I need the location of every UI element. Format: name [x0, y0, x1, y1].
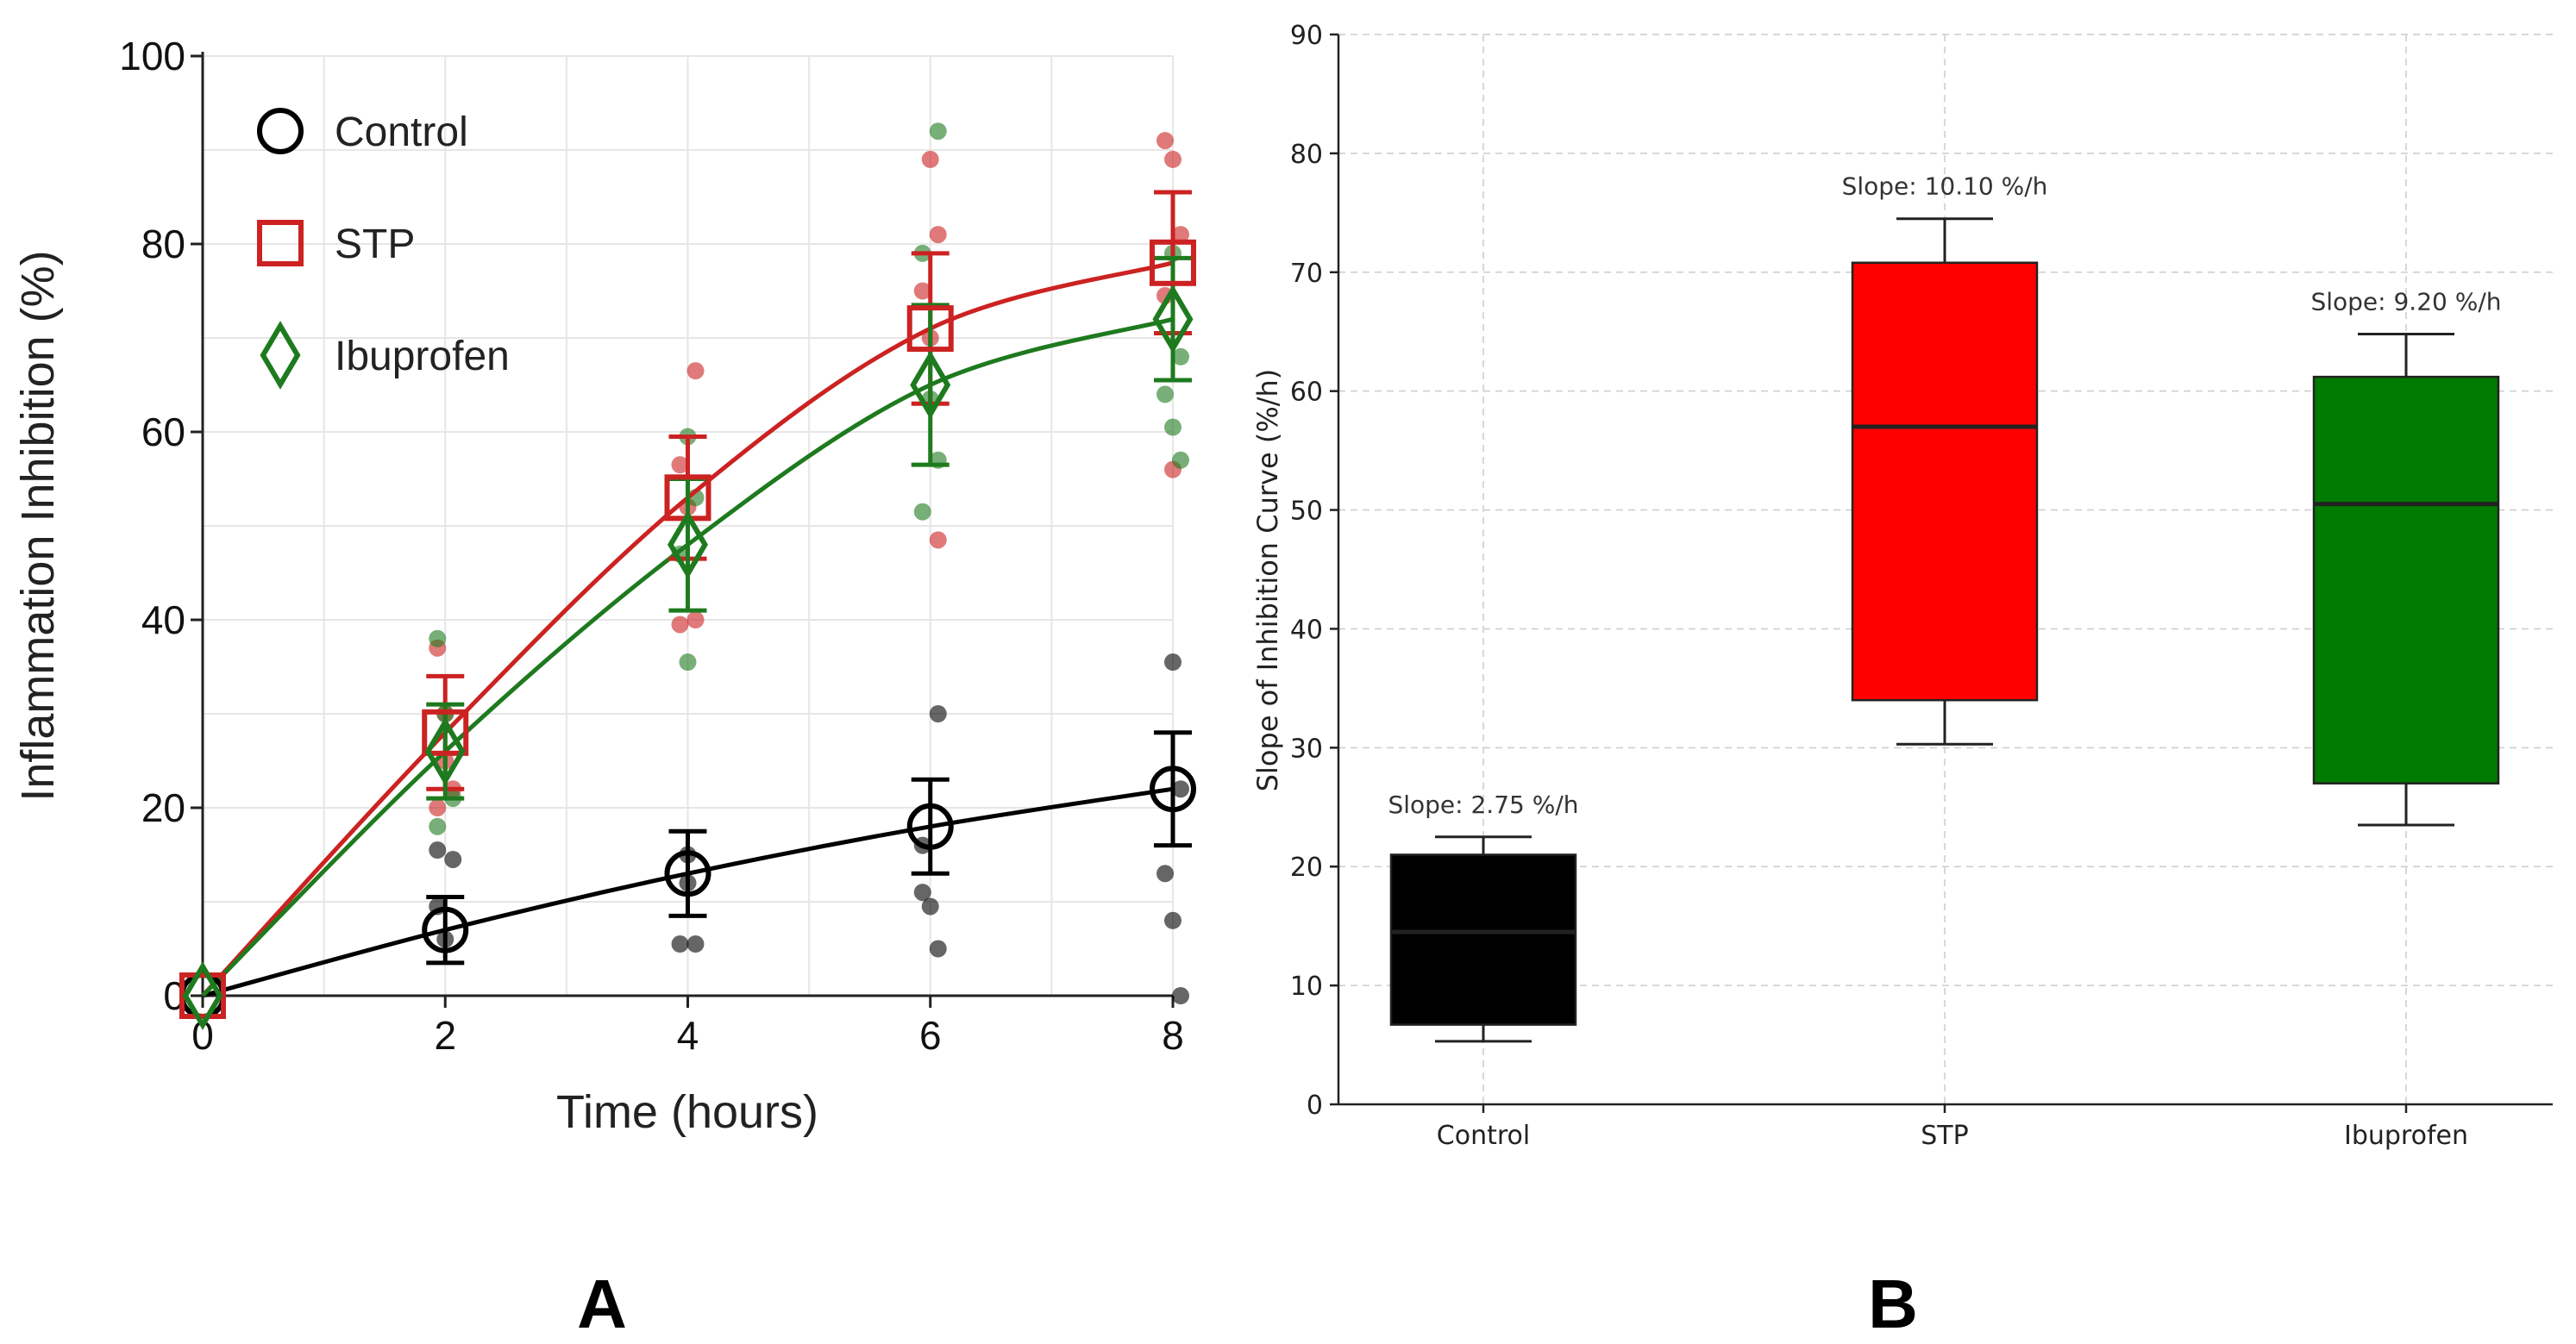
legend-marker-ibuprofen [260, 321, 301, 390]
legend-marker-stp [257, 220, 304, 266]
scatter-point-ibuprofen [1172, 451, 1189, 469]
mean-marker-ibuprofen [668, 509, 708, 579]
x-tick-label: Control [1437, 1121, 1530, 1151]
scatter-point-stp [686, 362, 705, 380]
slope-annotation-control: Slope: 2.75 %/h [1388, 791, 1578, 819]
mean-marker-stp [906, 305, 954, 353]
y-tick-label: 100 [119, 34, 185, 78]
scatter-point-stp [429, 799, 447, 816]
scatter-point-stp [671, 456, 689, 474]
panel-b-box-plot: 0 10 20 30 40 50 60 70 80 90 Control STP Ibuprofen S… [1251, 21, 2553, 1342]
mean-marker-control [906, 803, 954, 850]
scatter-point-control [929, 705, 947, 722]
y-tick-label: 40 [141, 597, 185, 642]
y-tick-label: 90 [1290, 21, 1323, 51]
panel-b-tick-labels: 0 10 20 30 40 50 60 70 80 90 Control STP Ibuprofen [1290, 21, 2468, 1151]
scatter-point-stp [921, 150, 939, 168]
mean-marker-ibuprofen [910, 350, 951, 420]
x-tick-label: Ibuprofen [2344, 1121, 2468, 1151]
scatter-point-stp [1172, 226, 1189, 244]
x-tick-label: 2 [434, 1013, 456, 1058]
y-tick-label: 50 [1290, 497, 1323, 527]
mean-marker-stp [179, 972, 226, 1019]
panel-a-x-axis-label: Time (hours) [556, 1086, 818, 1138]
scatter-point-ibuprofen [1164, 418, 1181, 436]
scatter-point-ibuprofen [1156, 385, 1174, 403]
x-tick-label: 4 [677, 1013, 699, 1058]
mean-marker-control [1150, 766, 1196, 813]
panel-a-label: A [577, 1266, 627, 1342]
mean-marker-ibuprofen [182, 961, 223, 1030]
scatter-point-stp [929, 226, 947, 244]
panel-a-y-axis-label: Inflammation Inhibition (%) [12, 250, 64, 801]
scatter-point-control [1172, 987, 1189, 1004]
scatter-point-ibuprofen [913, 503, 931, 521]
series-line-ibuprofen [201, 316, 1174, 997]
x-tick-label: 0 [191, 1013, 214, 1058]
x-tick-label: STP [1921, 1121, 1968, 1151]
mean-marker-ibuprofen [424, 716, 466, 786]
scatter-point-stp [671, 616, 689, 634]
scatter-point-control [921, 897, 939, 916]
mean-marker-stp [422, 709, 469, 756]
scatter-point-control [1164, 653, 1181, 672]
legend-marker-control [257, 108, 304, 154]
box-ibuprofen [2312, 375, 2500, 785]
box-stp [1851, 261, 2039, 702]
y-tick-label: 30 [1290, 734, 1323, 764]
scatter-point-stp [686, 611, 705, 628]
scatter-point-ibuprofen [679, 653, 697, 672]
scatter-point-control [444, 850, 462, 868]
y-tick-label: 80 [141, 222, 185, 266]
panel-b-boxes: Slope: 2.75 %/h Slope: 10.10 %/h Slope: 9.… [1388, 172, 2502, 1043]
y-tick-label: 20 [1290, 853, 1323, 883]
mean-marker-control [664, 850, 711, 897]
panel-a-legend: Control STP Ibuprofen [257, 108, 510, 390]
legend-label-control: Control [335, 109, 468, 155]
scatter-point-ibuprofen [429, 817, 447, 835]
scatter-point-control [913, 884, 931, 902]
series-line-stp [201, 260, 1174, 997]
mean-marker-ibuprofen [1152, 284, 1194, 354]
scatter-point-ibuprofen [929, 122, 947, 141]
scatter-point-ibuprofen [429, 629, 447, 647]
y-tick-label: 70 [1290, 259, 1323, 289]
scatter-point-stp [913, 282, 931, 300]
panel-b-label: B [1868, 1266, 1918, 1342]
slope-annotation-ibuprofen: Slope: 9.20 %/h [2310, 287, 2501, 316]
y-tick-label: 60 [141, 409, 185, 454]
mean-marker-stp [1150, 239, 1196, 286]
scatter-point-control [686, 935, 705, 953]
scatter-point-stp [1164, 150, 1181, 168]
scatter-point-ibuprofen [1172, 347, 1189, 366]
scatter-point-control [1164, 911, 1181, 929]
y-tick-label: 80 [1290, 140, 1323, 170]
legend-label-stp: STP [335, 222, 415, 267]
panel-a-mean-markers [179, 239, 1196, 1030]
y-tick-label: 40 [1290, 615, 1323, 645]
scatter-point-control [671, 935, 689, 953]
x-tick-label: 8 [1162, 1013, 1184, 1058]
panel-b-y-axis-label: Slope of Inhibition Curve (%/h) [1251, 369, 1284, 792]
scatter-point-control [429, 841, 447, 860]
y-tick-label: 0 [1307, 1091, 1323, 1121]
scatter-point-control [1156, 865, 1174, 883]
scatter-point-control [1172, 780, 1189, 798]
scatter-point-control [929, 940, 947, 958]
scatter-point-stp [1156, 132, 1174, 150]
y-tick-label: 10 [1290, 972, 1323, 1002]
x-tick-label: 6 [919, 1013, 942, 1058]
y-tick-label: 60 [1290, 378, 1323, 408]
scatter-point-stp [929, 531, 947, 549]
box-control [1389, 853, 1577, 1026]
slope-annotation-stp: Slope: 10.10 %/h [1842, 172, 2048, 201]
y-tick-label: 20 [141, 785, 185, 830]
legend-label-ibuprofen: Ibuprofen [335, 334, 510, 379]
mean-marker-control [422, 906, 469, 953]
